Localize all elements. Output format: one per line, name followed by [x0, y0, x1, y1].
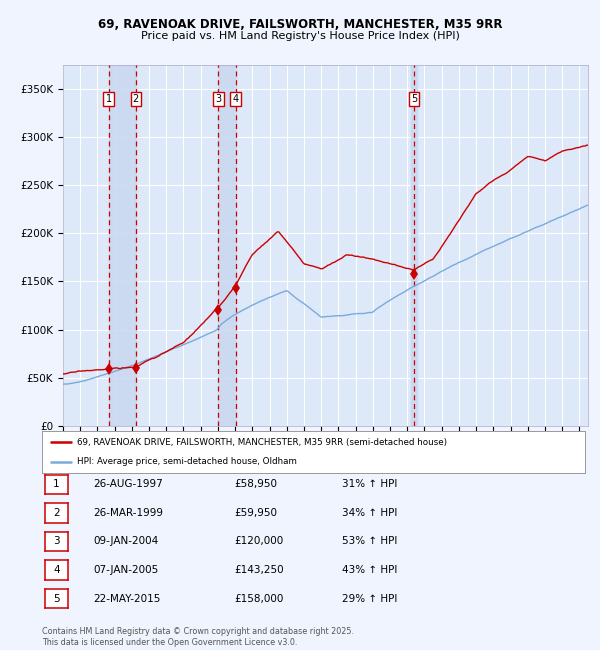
- Text: 3: 3: [215, 94, 221, 103]
- Bar: [218, 65, 236, 426]
- Text: 26-AUG-1997: 26-AUG-1997: [93, 479, 163, 489]
- Text: 31% ↑ HPI: 31% ↑ HPI: [342, 479, 397, 489]
- Text: 4: 4: [233, 94, 239, 103]
- Text: 53% ↑ HPI: 53% ↑ HPI: [342, 536, 397, 547]
- Text: 26-MAR-1999: 26-MAR-1999: [93, 508, 163, 518]
- Text: 1: 1: [53, 479, 60, 489]
- Text: Contains HM Land Registry data © Crown copyright and database right 2025.
This d: Contains HM Land Registry data © Crown c…: [42, 627, 354, 647]
- Text: 5: 5: [411, 94, 417, 103]
- Text: 69, RAVENOAK DRIVE, FAILSWORTH, MANCHESTER, M35 9RR (semi-detached house): 69, RAVENOAK DRIVE, FAILSWORTH, MANCHEST…: [77, 438, 448, 447]
- Bar: [109, 65, 136, 426]
- Text: 4: 4: [53, 565, 60, 575]
- Text: 22-MAY-2015: 22-MAY-2015: [93, 593, 160, 604]
- Text: £59,950: £59,950: [234, 508, 277, 518]
- Text: 09-JAN-2004: 09-JAN-2004: [93, 536, 158, 547]
- Text: 3: 3: [53, 536, 60, 547]
- Text: 43% ↑ HPI: 43% ↑ HPI: [342, 565, 397, 575]
- Text: 2: 2: [53, 508, 60, 518]
- Text: 2: 2: [133, 94, 139, 103]
- Text: HPI: Average price, semi-detached house, Oldham: HPI: Average price, semi-detached house,…: [77, 458, 297, 466]
- Text: 07-JAN-2005: 07-JAN-2005: [93, 565, 158, 575]
- Text: 69, RAVENOAK DRIVE, FAILSWORTH, MANCHESTER, M35 9RR: 69, RAVENOAK DRIVE, FAILSWORTH, MANCHEST…: [98, 18, 502, 31]
- Text: £58,950: £58,950: [234, 479, 277, 489]
- Text: £120,000: £120,000: [234, 536, 283, 547]
- Text: 1: 1: [106, 94, 112, 103]
- Text: Price paid vs. HM Land Registry's House Price Index (HPI): Price paid vs. HM Land Registry's House …: [140, 31, 460, 42]
- Text: £158,000: £158,000: [234, 593, 283, 604]
- Text: 29% ↑ HPI: 29% ↑ HPI: [342, 593, 397, 604]
- Bar: [412, 65, 416, 426]
- Text: 5: 5: [53, 593, 60, 604]
- Text: 34% ↑ HPI: 34% ↑ HPI: [342, 508, 397, 518]
- Text: £143,250: £143,250: [234, 565, 284, 575]
